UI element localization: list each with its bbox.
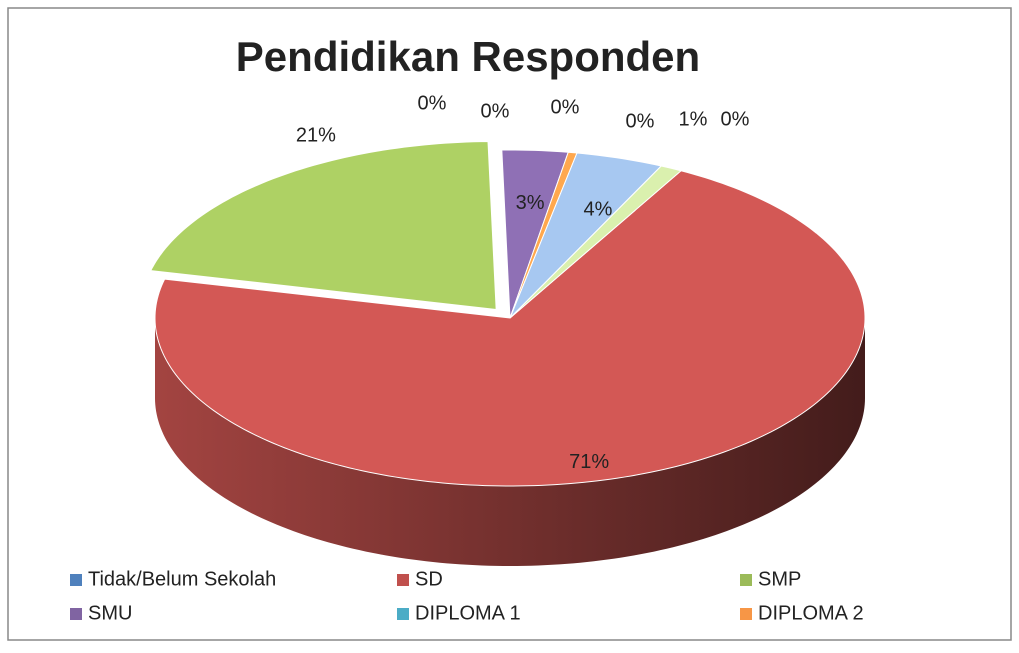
legend-swatch: [397, 608, 409, 620]
data-label: 0%: [418, 92, 447, 114]
slice: [501, 149, 569, 319]
data-label: 21%: [296, 124, 336, 146]
legend-label: Tidak/Belum Sekolah: [88, 568, 276, 590]
slice-side: [155, 318, 865, 566]
data-label: 4%: [584, 198, 613, 220]
data-label: 0%: [626, 110, 655, 132]
legend-swatch: [70, 608, 82, 620]
slice: [150, 140, 497, 311]
legend-swatch: [397, 574, 409, 586]
legend-label: DIPLOMA 2: [758, 602, 864, 624]
data-label: 71%: [569, 451, 609, 473]
legend-label: DIPLOMA 1: [415, 602, 521, 624]
legend-label: SD: [415, 568, 443, 590]
slice: [154, 170, 866, 487]
legend-label: SMP: [758, 568, 801, 590]
legend-label: SMU: [88, 602, 132, 624]
slice: [509, 165, 683, 319]
slice: [509, 152, 663, 319]
data-label: 0%: [481, 100, 510, 122]
data-label: 1%: [679, 108, 708, 130]
legend-swatch: [70, 574, 82, 586]
chart-title: Pendidikan Responden: [236, 33, 700, 80]
data-label: 3%: [516, 192, 545, 214]
data-label: 0%: [551, 96, 580, 118]
legend-swatch: [740, 574, 752, 586]
legend-swatch: [740, 608, 752, 620]
data-label: 0%: [721, 108, 750, 130]
